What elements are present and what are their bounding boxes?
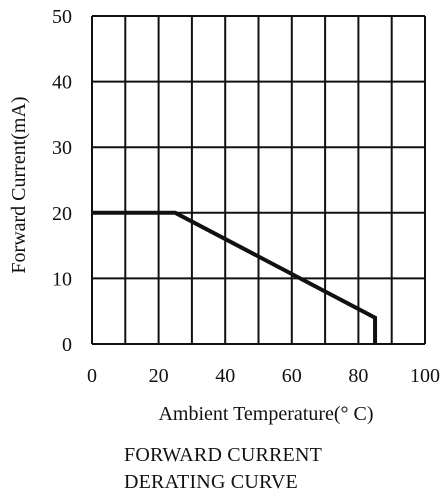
chart-tick-labels: 0 20 40 60 80 100 0 10 20 30 40 50 bbox=[52, 6, 440, 387]
chart-title-line-1: FORWARD CURRENT bbox=[124, 444, 322, 466]
derating-curve-line bbox=[92, 210, 378, 344]
y-tick-label: 10 bbox=[52, 268, 72, 290]
x-tick-label: 100 bbox=[410, 365, 440, 387]
chart-title-line-2: DERATING CURVE bbox=[124, 471, 298, 493]
y-tick-label: 40 bbox=[52, 72, 72, 94]
x-tick-label: 60 bbox=[282, 365, 302, 387]
y-axis-label: Forward Current(mA) bbox=[8, 96, 30, 273]
y-tick-label: 0 bbox=[62, 334, 72, 356]
y-tick-label: 30 bbox=[52, 137, 72, 159]
chart-series bbox=[92, 210, 378, 344]
x-tick-label: 40 bbox=[215, 365, 235, 387]
y-tick-label: 50 bbox=[52, 6, 72, 28]
x-tick-label: 0 bbox=[87, 365, 97, 387]
chart-grid bbox=[91, 15, 426, 345]
x-tick-label: 80 bbox=[348, 365, 368, 387]
x-tick-label: 20 bbox=[149, 365, 169, 387]
x-axis-label: Ambient Temperature(° C) bbox=[158, 403, 373, 425]
y-tick-label: 20 bbox=[52, 203, 72, 225]
